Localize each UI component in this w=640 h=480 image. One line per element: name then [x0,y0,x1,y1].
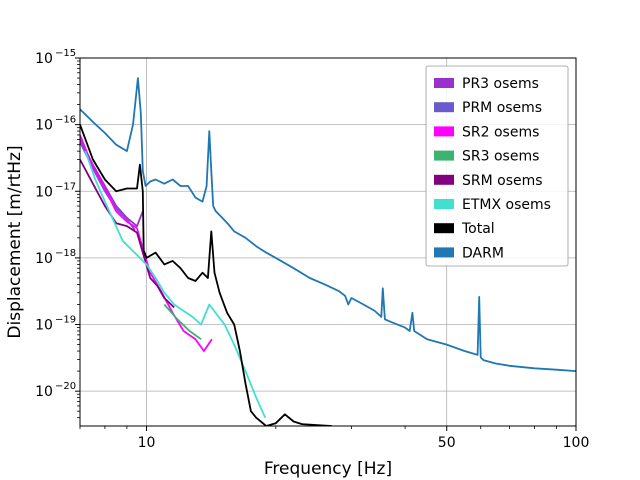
legend-label: SR3 osems [462,149,539,165]
y-axis-label: Displacement [m/rtHz] [5,145,25,338]
legend-swatch [434,199,454,209]
y-tick-base: 10 [35,184,53,200]
y-tick-base: 10 [35,318,53,334]
legend: PR3 osems PRM osems SR2 osems SR3 osems SRM … [425,65,569,267]
x-tick-label: 50 [438,435,456,451]
series-line-etmx-osems [84,150,267,419]
y-tick-base: 10 [35,51,53,67]
legend-swatch [434,174,454,185]
legend-swatch [434,223,454,234]
y-tick-label: 10 −18 [35,248,76,267]
legend-swatch [434,102,454,113]
legend-label: DARM [462,245,504,261]
y-tick-exponent: −20 [55,381,76,392]
y-tick-exponent: −15 [55,48,76,59]
plot-frame [79,57,577,427]
legend-swatch [434,247,454,258]
y-tick-base: 10 [35,251,53,267]
legend-label: SR2 osems [462,124,539,140]
y-tick-label: 10 −17 [35,181,76,200]
series-layer [80,77,576,426]
series-line-pr3-osems [80,138,144,227]
x-axis-label: Frequency [Hz] [264,459,392,479]
series-line-srm-osems [80,159,175,309]
legend-label: Total [461,221,495,237]
y-tick-label: 10 −19 [35,315,76,334]
legend-swatch [434,126,454,137]
y-tick-label: 10 −16 [35,115,76,134]
legend-label: PR3 osems [462,76,539,92]
legend-swatch [434,78,454,88]
legend-swatch [434,150,454,161]
x-tick-label: 10 [138,435,156,451]
y-tick-base: 10 [35,384,53,400]
legend-label: PRM osems [462,100,542,116]
y-tick-exponent: −16 [55,115,76,126]
x-tick-label: 100 [563,435,590,451]
legend-label: ETMX osems [462,197,551,213]
y-tick-label: 10 −15 [35,48,76,67]
series-line-total [80,124,332,426]
y-tick-exponent: −17 [55,181,76,192]
legend-label: SRM osems [462,173,543,189]
y-tick-base: 10 [35,118,53,134]
series-line-sr2-osems [80,134,213,352]
legend-frame [425,65,569,267]
series-line-darm [80,77,576,372]
y-tick-exponent: −19 [55,315,76,326]
series-line-sr3-osems [163,303,202,341]
y-tick-label: 10 −20 [35,381,76,400]
y-tick-exponent: −18 [55,248,76,259]
